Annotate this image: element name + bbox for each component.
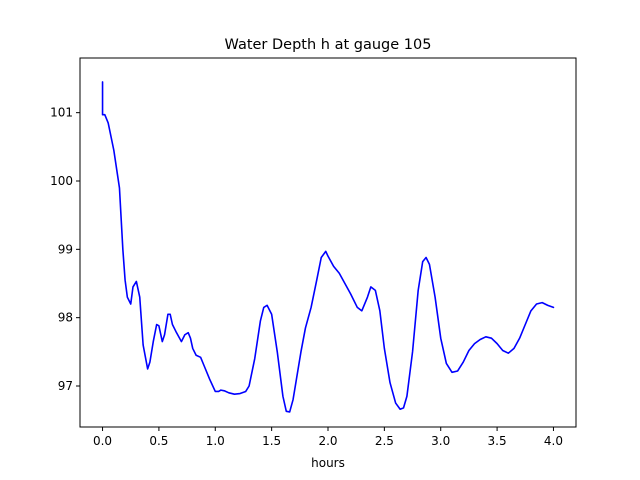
x-tick-label: 0.5	[149, 434, 168, 448]
x-tick-label: 1.0	[206, 434, 225, 448]
axes-frame	[79, 57, 577, 428]
x-tick-label: 0.0	[93, 434, 112, 448]
x-tick-label: 4.0	[544, 434, 563, 448]
y-tick-label: 97	[58, 379, 73, 393]
x-tick-label: 3.0	[431, 434, 450, 448]
y-tick-label: 99	[58, 242, 73, 256]
y-tick-label: 101	[50, 106, 73, 120]
x-tick-label: 2.0	[318, 434, 337, 448]
chart-title: Water Depth h at gauge 105	[225, 37, 432, 53]
x-axis-label: hours	[311, 456, 345, 470]
plot-area: 0.0 0.5 1.0 1.5 2.0 2.5 3.0 3.5 4.0 97 98 99 100 101	[50, 57, 577, 448]
y-tick-label: 98	[58, 311, 73, 325]
x-tick-label: 3.5	[488, 434, 507, 448]
y-tick-label: 100	[50, 174, 73, 188]
x-tick-label: 1.5	[262, 434, 281, 448]
series-line-0	[101, 81, 555, 413]
x-tick-label: 2.5	[375, 434, 394, 448]
